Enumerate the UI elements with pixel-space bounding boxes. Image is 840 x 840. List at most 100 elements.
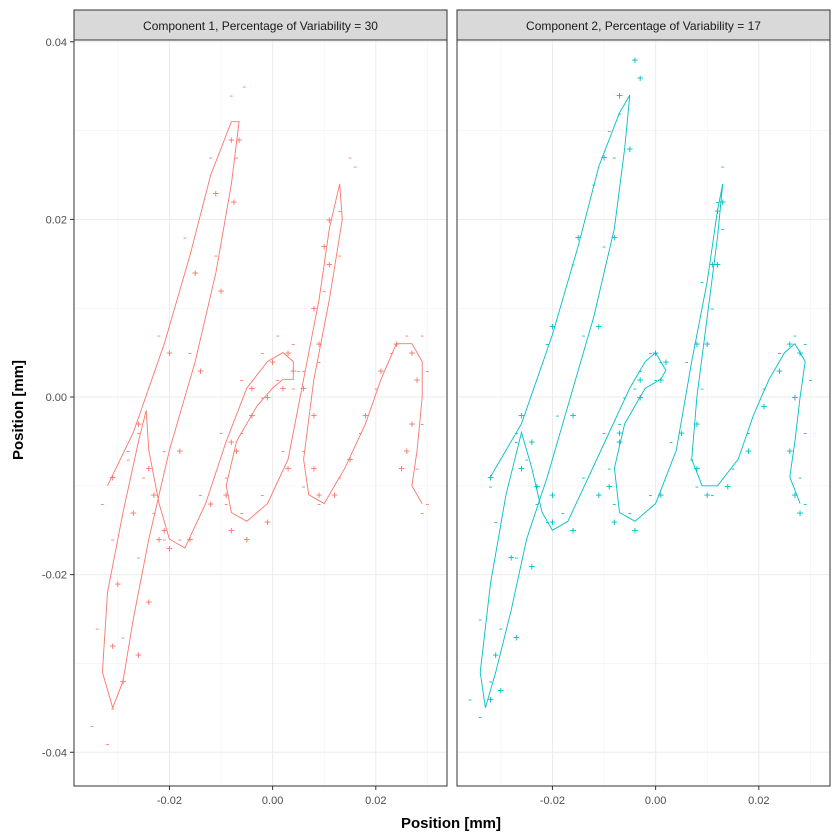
minus-marker: - bbox=[135, 551, 142, 564]
minus-marker: - bbox=[414, 462, 421, 475]
plus-marker: + bbox=[663, 355, 670, 368]
minus-marker: - bbox=[125, 453, 132, 466]
plus-marker: + bbox=[109, 471, 116, 484]
plus-marker: + bbox=[151, 489, 158, 502]
minus-marker: - bbox=[652, 373, 659, 386]
plus-marker: + bbox=[498, 684, 505, 697]
minus-marker: - bbox=[259, 347, 266, 360]
minus-marker: - bbox=[238, 506, 245, 519]
minus-marker: - bbox=[534, 480, 541, 493]
plus-marker: + bbox=[616, 435, 623, 448]
minus-marker: - bbox=[513, 427, 520, 440]
plus-marker: + bbox=[487, 471, 494, 484]
plus-marker: + bbox=[166, 542, 173, 555]
plus-marker: + bbox=[616, 89, 623, 102]
plus-marker: + bbox=[409, 347, 416, 360]
plus-marker: + bbox=[637, 391, 644, 404]
minus-marker: - bbox=[336, 205, 343, 218]
plus-marker: + bbox=[228, 435, 235, 448]
minus-marker: - bbox=[161, 444, 168, 457]
plus-marker: + bbox=[606, 480, 613, 493]
plus-marker: + bbox=[300, 382, 307, 395]
minus-marker: - bbox=[570, 258, 577, 271]
plus-marker: + bbox=[694, 462, 701, 475]
plus-marker: + bbox=[704, 489, 711, 502]
minus-marker: - bbox=[580, 471, 587, 484]
plus-marker: + bbox=[264, 515, 271, 528]
plus-marker: + bbox=[264, 391, 271, 404]
plus-marker: + bbox=[244, 533, 251, 546]
minus-marker: - bbox=[601, 427, 608, 440]
plus-marker: + bbox=[176, 444, 183, 457]
x-tick-label: 0.00 bbox=[262, 795, 283, 807]
plus-marker: + bbox=[120, 675, 127, 688]
plus-marker: + bbox=[528, 435, 535, 448]
minus-marker: - bbox=[616, 107, 623, 120]
minus-marker: - bbox=[544, 338, 551, 351]
minus-marker: - bbox=[241, 80, 248, 93]
minus-marker: - bbox=[544, 515, 551, 528]
plus-marker: + bbox=[311, 462, 318, 475]
minus-marker: - bbox=[274, 329, 281, 342]
minus-marker: - bbox=[761, 382, 768, 395]
minus-marker: - bbox=[233, 151, 240, 164]
plus-marker: + bbox=[797, 347, 804, 360]
plus-marker: + bbox=[393, 338, 400, 351]
panel-title: Component 1, Percentage of Variability =… bbox=[143, 19, 378, 33]
minus-marker: - bbox=[419, 506, 426, 519]
minus-marker: - bbox=[218, 427, 225, 440]
plus-marker: + bbox=[331, 489, 338, 502]
y-tick-label: 0.00 bbox=[46, 392, 67, 404]
minus-marker: - bbox=[513, 435, 520, 448]
minus-marker: - bbox=[807, 373, 814, 386]
plus-marker: + bbox=[786, 338, 793, 351]
plus-marker: + bbox=[596, 489, 603, 502]
plus-marker: + bbox=[135, 418, 142, 431]
minus-marker: - bbox=[601, 240, 608, 253]
minus-marker: - bbox=[104, 737, 111, 750]
y-tick-label: -0.04 bbox=[42, 747, 67, 759]
plus-marker: + bbox=[218, 284, 225, 297]
minus-marker: - bbox=[513, 551, 520, 564]
plus-marker: + bbox=[414, 373, 421, 386]
minus-marker: - bbox=[719, 160, 726, 173]
minus-marker: - bbox=[580, 329, 587, 342]
plus-marker: + bbox=[145, 462, 152, 475]
y-tick-label: 0.02 bbox=[46, 214, 67, 226]
minus-marker: - bbox=[632, 382, 639, 395]
minus-marker: - bbox=[688, 453, 695, 466]
minus-marker: - bbox=[621, 391, 628, 404]
minus-marker: - bbox=[176, 533, 183, 546]
plus-marker: + bbox=[596, 320, 603, 333]
minus-marker: - bbox=[228, 89, 235, 102]
minus-marker: - bbox=[300, 364, 307, 377]
plus-marker: + bbox=[109, 640, 116, 653]
minus-marker: - bbox=[477, 613, 484, 626]
plus-marker: + bbox=[761, 400, 768, 413]
minus-marker: - bbox=[616, 418, 623, 431]
minus-marker: - bbox=[125, 444, 132, 457]
minus-marker: - bbox=[730, 462, 737, 475]
minus-marker: - bbox=[109, 702, 116, 715]
plus-marker: + bbox=[145, 595, 152, 608]
plus-marker: + bbox=[792, 489, 799, 502]
plus-marker: + bbox=[249, 382, 256, 395]
minus-marker: - bbox=[238, 427, 245, 440]
plus-marker: + bbox=[492, 649, 499, 662]
plus-marker: + bbox=[130, 506, 137, 519]
plus-marker: + bbox=[601, 151, 608, 164]
plus-marker: + bbox=[694, 418, 701, 431]
minus-marker: - bbox=[637, 364, 644, 377]
minus-marker: - bbox=[290, 382, 297, 395]
x-tick-label: -0.02 bbox=[540, 795, 565, 807]
plus-marker: + bbox=[161, 524, 168, 537]
plus-marker: + bbox=[611, 515, 618, 528]
plus-marker: + bbox=[528, 560, 535, 573]
minus-marker: - bbox=[290, 338, 297, 351]
plus-marker: + bbox=[549, 489, 556, 502]
plus-marker: + bbox=[187, 533, 194, 546]
minus-marker: - bbox=[419, 329, 426, 342]
mean-curve bbox=[101, 121, 423, 710]
x-tick-label: -0.02 bbox=[157, 795, 182, 807]
